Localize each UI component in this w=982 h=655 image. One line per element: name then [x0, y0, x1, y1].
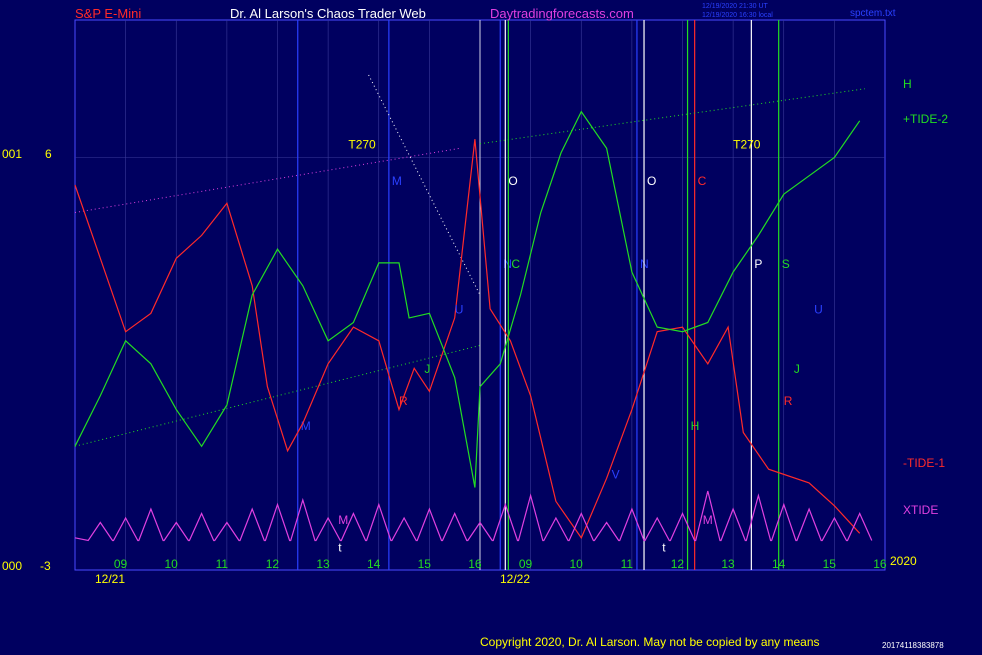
- year-label: 2020: [890, 554, 917, 568]
- marker-label: P: [754, 257, 762, 271]
- hour-tick-label: 10: [165, 557, 179, 571]
- chart-annotation: t: [338, 541, 342, 555]
- chart-annotation: J: [794, 362, 800, 376]
- header-center-title: Dr. Al Larson's Chaos Trader Web: [230, 6, 426, 21]
- marker-label: C: [698, 174, 707, 188]
- footer-code: 20174118383878: [882, 641, 944, 650]
- chart-annotation: V: [612, 467, 620, 481]
- chart-annotation: T270: [348, 137, 376, 151]
- marker-label: N: [503, 257, 512, 271]
- hour-tick-label: 12: [266, 557, 280, 571]
- header-left-title: S&P E-Mini: [75, 6, 141, 21]
- y-bottom-label-b: -3: [40, 559, 51, 573]
- hour-tick-label: 13: [721, 557, 735, 571]
- header-site: Daytradingforecasts.com: [490, 6, 634, 21]
- chart-annotation: M: [338, 513, 348, 527]
- date-label-2: 12/22: [500, 572, 530, 586]
- date-label-1: 12/21: [95, 572, 125, 586]
- marker-label: M: [301, 419, 311, 433]
- hour-tick-label: 13: [316, 557, 330, 571]
- marker-label: O: [508, 174, 517, 188]
- hour-tick-label: 14: [367, 557, 381, 571]
- legend-xtide: XTIDE: [903, 503, 938, 517]
- marker-label: O: [647, 174, 656, 188]
- chart-annotation: U: [455, 302, 464, 316]
- footer-copyright: Copyright 2020, Dr. Al Larson. May not b…: [480, 635, 820, 649]
- hour-tick-label: 15: [418, 557, 432, 571]
- header-file: spctem.txt: [850, 8, 896, 19]
- hour-tick-label: 09: [114, 557, 128, 571]
- hour-tick-label: 16: [468, 557, 482, 571]
- marker-label: M: [392, 174, 402, 188]
- series-tide-minus: [74, 139, 861, 540]
- header-timestamp-2: 12/19/2020 16:30 local: [702, 12, 773, 19]
- hour-tick-label: 10: [570, 557, 584, 571]
- chart-annotation: J: [424, 362, 430, 376]
- hour-tick-label: 16: [873, 557, 887, 571]
- chart-annotation: T270: [733, 137, 761, 151]
- chart-annotation: R: [399, 394, 408, 408]
- chart-annotation: U: [814, 302, 823, 316]
- marker-layer: MMNOCNOHCPS: [297, 20, 790, 570]
- y-top-label-a: 001: [2, 147, 22, 161]
- chart-annotation: t: [662, 541, 666, 555]
- chart-annotation: R: [784, 394, 793, 408]
- hour-tick-label: 12: [671, 557, 685, 571]
- legend-tide-minus: -TIDE-1: [903, 456, 945, 470]
- chart-annotation: M: [703, 513, 713, 527]
- marker-label: C: [511, 257, 520, 271]
- header-timestamp-1: 12/19/2020 21:30 UT: [702, 3, 768, 10]
- trend-line: [74, 344, 481, 447]
- hour-tick-label: 11: [216, 557, 229, 571]
- series-xtide: [74, 490, 873, 542]
- marker-label: S: [782, 257, 790, 271]
- y-top-label-b: 6: [45, 147, 52, 161]
- legend-tide-plus: +TIDE-2: [903, 112, 948, 126]
- trend-layer: [74, 74, 865, 447]
- series-layer: [74, 110, 873, 542]
- hour-tick-label: 11: [621, 557, 634, 571]
- y-bottom-label-a: 000: [2, 559, 22, 573]
- hour-tick-label: 15: [823, 557, 837, 571]
- legend-h: H: [903, 77, 912, 91]
- grid-layer: 09 10 11 12 13 14 15 16 09 10 11 12 13 14 15 16: [75, 20, 887, 571]
- series-tide-plus: [74, 110, 861, 488]
- hour-tick-label: 09: [519, 557, 533, 571]
- trend-line: [479, 88, 865, 145]
